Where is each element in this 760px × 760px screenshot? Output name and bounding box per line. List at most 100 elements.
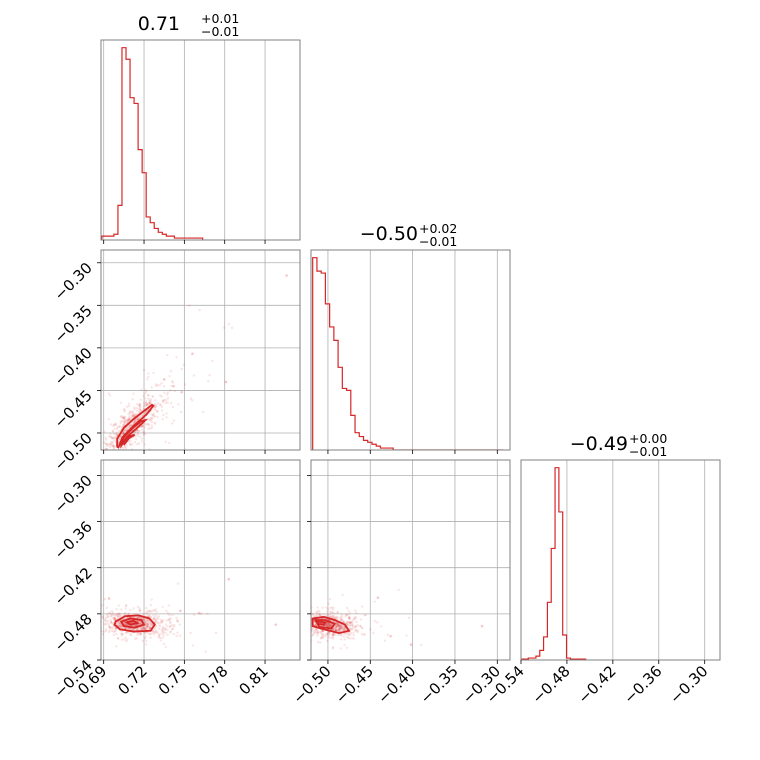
scatter-sample bbox=[118, 625, 121, 628]
scatter-sample bbox=[150, 454, 152, 456]
scatter-sample bbox=[222, 326, 226, 329]
scatter-sample bbox=[108, 629, 112, 632]
scatter-sample bbox=[136, 418, 140, 421]
scatter-sample bbox=[146, 393, 150, 397]
scatter-sample bbox=[103, 430, 106, 433]
scatter-sample bbox=[292, 628, 294, 630]
scatter-sample bbox=[161, 625, 165, 629]
scatter-sample bbox=[163, 627, 167, 631]
scatter-sample bbox=[139, 406, 142, 409]
scatter-sample bbox=[340, 616, 343, 619]
scatter-sample bbox=[112, 447, 116, 450]
scatter-sample bbox=[122, 423, 125, 427]
scatter-sample bbox=[133, 440, 137, 444]
scatter-sample bbox=[110, 629, 114, 632]
scatter-sample bbox=[311, 612, 314, 616]
axes-frame bbox=[310, 459, 511, 661]
scatter-sample bbox=[146, 378, 149, 381]
scatter-sample bbox=[325, 623, 328, 626]
scatter-sample bbox=[156, 384, 159, 387]
scatter-sample bbox=[151, 629, 155, 633]
scatter-sample bbox=[140, 437, 144, 440]
scatter-sample bbox=[328, 598, 332, 601]
scatter-sample bbox=[326, 622, 330, 625]
scatter-sample bbox=[318, 630, 321, 634]
scatter-sample bbox=[122, 417, 125, 420]
scatter-sample bbox=[192, 374, 196, 377]
scatter-sample bbox=[177, 403, 180, 406]
scatter-sample bbox=[160, 629, 163, 632]
scatter-sample bbox=[102, 455, 104, 457]
scatter-sample bbox=[144, 620, 147, 624]
scatter-sample bbox=[311, 633, 315, 636]
scatter-sample bbox=[165, 619, 168, 622]
scatter-sample bbox=[124, 429, 128, 433]
scatter-sample bbox=[340, 625, 343, 628]
scatter-sample bbox=[97, 634, 99, 636]
scatter-sample bbox=[161, 399, 164, 402]
histogram-step bbox=[312, 257, 504, 450]
scatter-sample bbox=[144, 635, 147, 638]
scatter-sample bbox=[127, 631, 130, 634]
scatter-sample bbox=[44, 545, 46, 547]
scatter-sample bbox=[123, 419, 126, 423]
scatter-sample bbox=[125, 604, 128, 607]
scatter-sample bbox=[145, 618, 149, 622]
scatter-sample bbox=[113, 628, 117, 631]
scatter-sample bbox=[126, 418, 129, 421]
scatter-sample bbox=[167, 604, 171, 607]
scatter-sample bbox=[92, 459, 94, 461]
scatter-sample bbox=[92, 452, 94, 454]
scatter-outlier bbox=[285, 274, 288, 277]
scatter-sample bbox=[111, 616, 115, 620]
scatter-sample bbox=[104, 619, 107, 622]
scatter-sample bbox=[132, 411, 135, 415]
x-tick-label: −0.35 bbox=[417, 662, 462, 707]
scatter-sample bbox=[134, 412, 138, 416]
scatter-sample bbox=[135, 465, 137, 467]
scatter-sample bbox=[113, 614, 116, 617]
scatter-sample bbox=[120, 415, 123, 419]
scatter-sample bbox=[347, 609, 350, 613]
scatter-sample bbox=[328, 613, 332, 616]
scatter-sample bbox=[136, 429, 139, 432]
scatter-sample bbox=[146, 625, 149, 628]
scatter-sample bbox=[121, 462, 123, 464]
scatter-sample bbox=[108, 611, 112, 614]
scatter-sample bbox=[354, 616, 358, 619]
scatter-sample bbox=[150, 426, 154, 430]
scatter-sample bbox=[149, 401, 152, 405]
scatter-sample bbox=[329, 623, 332, 626]
scatter-sample bbox=[130, 410, 134, 413]
scatter-sample bbox=[316, 632, 320, 635]
scatter-sample bbox=[131, 398, 134, 401]
scatter-sample bbox=[139, 408, 142, 412]
scatter-sample bbox=[166, 393, 169, 396]
scatter-sample bbox=[148, 419, 152, 422]
scatter-sample bbox=[115, 431, 118, 434]
scatter-sample bbox=[144, 401, 147, 404]
scatter-sample bbox=[147, 427, 150, 430]
scatter-sample bbox=[112, 444, 115, 447]
scatter-sample bbox=[350, 623, 353, 626]
scatter-sample bbox=[326, 613, 329, 617]
scatter-sample bbox=[152, 412, 156, 416]
scatter-sample bbox=[172, 632, 175, 636]
scatter-sample bbox=[340, 627, 343, 630]
scatter-sample bbox=[155, 618, 158, 622]
scatter-sample bbox=[343, 628, 346, 631]
scatter-sample bbox=[347, 616, 351, 619]
x-tick-label: 0.72 bbox=[115, 662, 151, 698]
scatter-sample bbox=[126, 623, 129, 627]
scatter-sample bbox=[131, 410, 134, 414]
scatter-sample bbox=[338, 627, 341, 630]
scatter-sample bbox=[348, 621, 352, 625]
scatter-sample bbox=[134, 433, 137, 437]
scatter-sample bbox=[131, 416, 134, 419]
scatter-sample bbox=[146, 618, 149, 622]
scatter-sample bbox=[350, 628, 353, 631]
scatter-sample bbox=[104, 628, 108, 631]
scatter-sample bbox=[308, 618, 310, 620]
scatter-sample bbox=[113, 630, 116, 633]
scatter-sample bbox=[163, 398, 166, 402]
